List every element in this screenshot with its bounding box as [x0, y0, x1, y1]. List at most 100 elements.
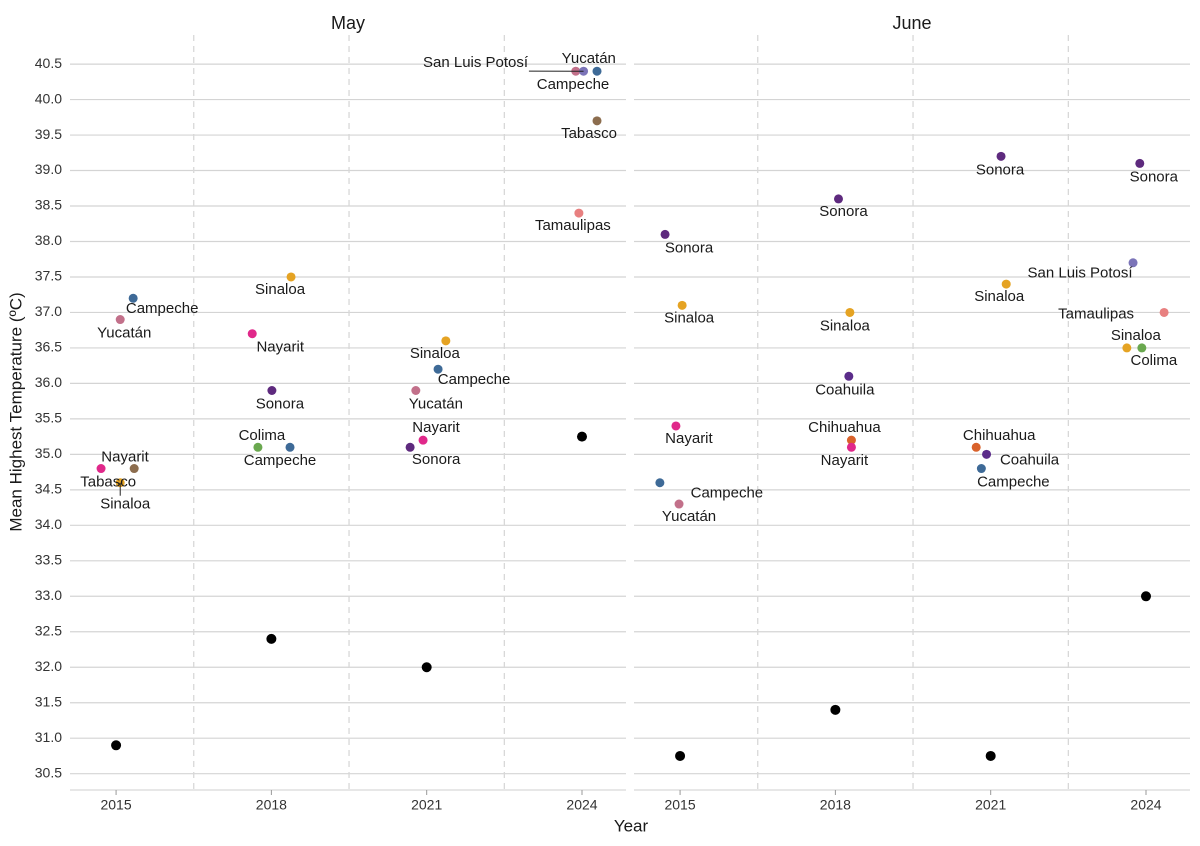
x-tick-label: 2018	[820, 797, 851, 813]
x-tick-label: 2015	[100, 797, 131, 813]
point-label: Nayarit	[412, 419, 460, 436]
y-tick-label: 38.0	[35, 232, 62, 248]
point	[655, 478, 665, 488]
y-tick-label: 30.5	[35, 764, 62, 780]
point-label: Nayarit	[821, 452, 869, 469]
point-label: Sonora	[819, 203, 868, 220]
panel-title: May	[331, 13, 365, 33]
point-label: Sinaloa	[820, 317, 871, 334]
point-label: Nayarit	[665, 430, 713, 447]
y-tick-label: 33.5	[35, 552, 62, 568]
point	[247, 329, 257, 339]
y-tick-label: 37.0	[35, 303, 62, 319]
point	[286, 272, 296, 282]
point	[1001, 279, 1011, 289]
point	[129, 464, 139, 474]
point-label: Sinaloa	[255, 281, 306, 298]
point-label: Campeche	[244, 452, 317, 469]
point-label: Yucatán	[562, 50, 616, 67]
x-axis-title: Year	[614, 816, 649, 835]
point	[833, 194, 843, 204]
point	[592, 66, 602, 76]
point	[971, 442, 981, 452]
point-label: Sinaloa	[664, 309, 715, 326]
point	[1122, 343, 1132, 353]
point-label: Chihuahua	[963, 427, 1036, 444]
x-tick-label: 2015	[664, 797, 695, 813]
point	[674, 499, 684, 509]
point	[677, 300, 687, 310]
point	[675, 750, 686, 761]
point	[433, 364, 443, 374]
point	[1140, 591, 1151, 602]
y-tick-label: 34.0	[35, 516, 62, 532]
point-label: Sonora	[256, 395, 305, 412]
point-label: Sinaloa	[1111, 327, 1162, 344]
point-label: Campeche	[438, 371, 511, 388]
y-tick-label: 33.0	[35, 587, 62, 603]
point-label: Colima	[239, 427, 286, 444]
point	[411, 386, 421, 396]
point	[846, 442, 856, 452]
point-label: Tamaulipas	[1058, 305, 1134, 322]
point	[576, 431, 587, 442]
point	[128, 293, 138, 303]
point	[96, 464, 106, 474]
y-tick-label: 35.0	[35, 445, 62, 461]
y-tick-label: 39.5	[35, 126, 62, 142]
point	[660, 229, 670, 239]
point	[253, 442, 263, 452]
x-tick-label: 2024	[566, 797, 597, 813]
point-label: Yucatán	[409, 395, 463, 412]
point	[266, 633, 277, 644]
point-label: Sinaloa	[100, 496, 151, 513]
point	[592, 116, 602, 126]
point	[1128, 258, 1138, 268]
point-label: Nayarit	[101, 449, 149, 466]
x-tick-label: 2021	[411, 797, 442, 813]
y-tick-label: 40.5	[35, 55, 62, 71]
y-tick-label: 31.0	[35, 729, 62, 745]
y-tick-label: 35.5	[35, 410, 62, 426]
point-label: Chihuahua	[808, 419, 881, 436]
y-tick-label: 32.5	[35, 622, 62, 638]
point-label: Sinaloa	[410, 345, 461, 362]
point	[1135, 158, 1145, 168]
point	[1137, 343, 1147, 353]
point-label: Nayarit	[256, 339, 304, 356]
point-label: Colima	[1131, 352, 1178, 369]
y-tick-label: 40.0	[35, 90, 62, 106]
point	[985, 750, 996, 761]
point	[844, 371, 854, 381]
point-label: Tabasco	[561, 125, 617, 142]
panel-title: June	[892, 13, 931, 33]
point	[574, 208, 584, 218]
point-label: Campeche	[977, 474, 1050, 491]
point	[267, 386, 277, 396]
point-label: Campeche	[126, 300, 199, 317]
point	[418, 435, 428, 445]
point	[671, 421, 681, 431]
point	[845, 307, 855, 317]
point	[976, 464, 986, 474]
y-tick-label: 32.0	[35, 658, 62, 674]
y-tick-label: 37.5	[35, 268, 62, 284]
point	[111, 740, 122, 751]
x-tick-label: 2024	[1130, 797, 1161, 813]
point-label: Campeche	[691, 485, 764, 502]
y-tick-label: 36.0	[35, 374, 62, 390]
x-tick-label: 2018	[256, 797, 287, 813]
point-label: Sonora	[976, 161, 1025, 178]
point-label: Tabasco	[80, 474, 136, 491]
point	[830, 704, 841, 715]
y-tick-label: 38.5	[35, 197, 62, 213]
point-label: Sonora	[665, 239, 714, 256]
point-label: Coahuila	[1000, 451, 1060, 468]
point-label: Coahuila	[815, 381, 875, 398]
point	[846, 435, 856, 445]
point	[441, 336, 451, 346]
point-label: Sonora	[412, 451, 461, 468]
point-label: Yucatán	[662, 508, 716, 525]
point-label: Sinaloa	[974, 288, 1025, 305]
